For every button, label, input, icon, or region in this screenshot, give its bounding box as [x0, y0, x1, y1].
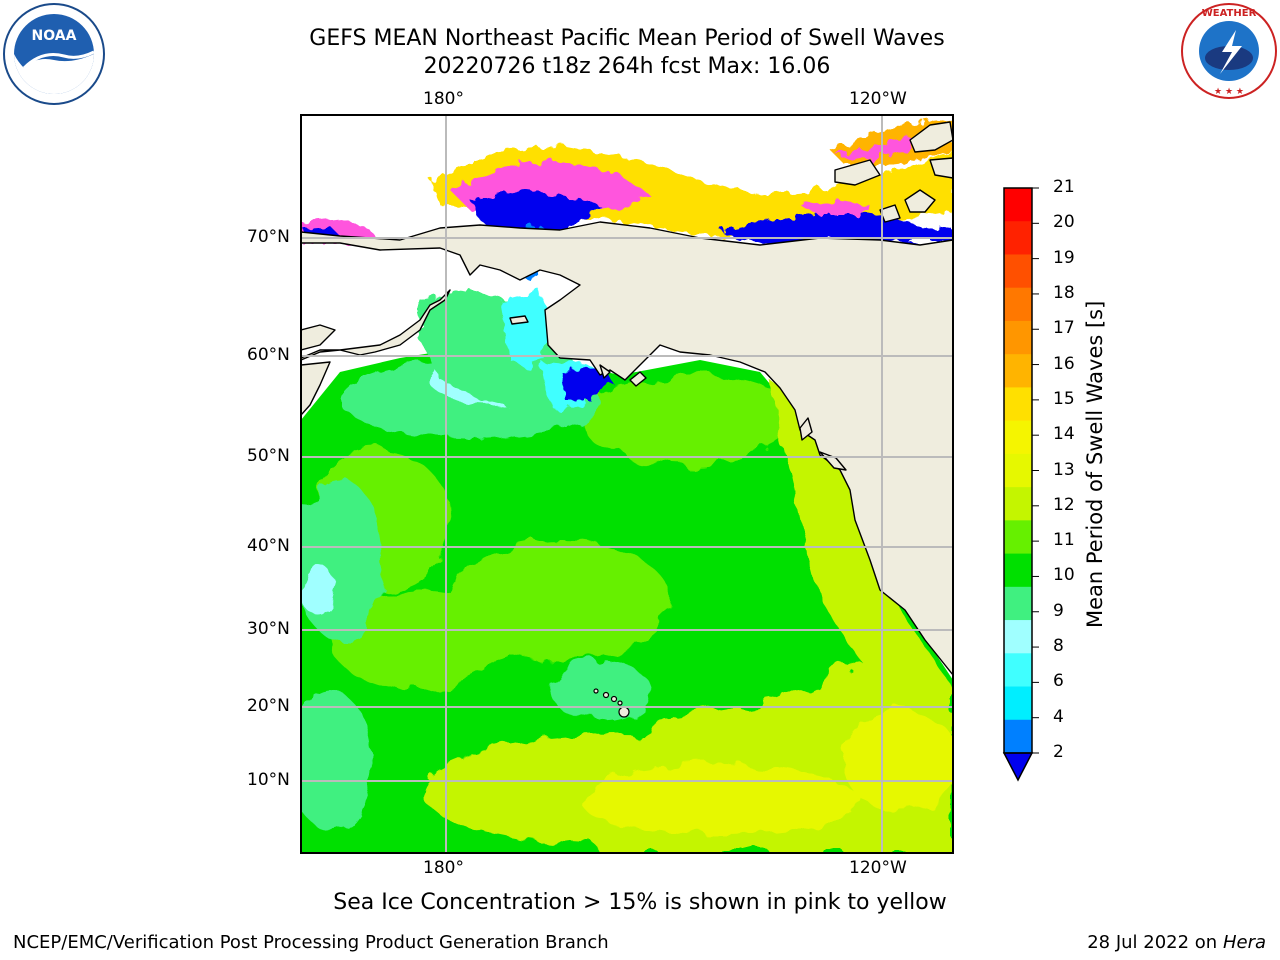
colorbar-segment: [1004, 553, 1032, 588]
colorbar-tick-label: 19: [1053, 247, 1075, 268]
colorbar-segment: [1004, 254, 1032, 289]
lat-label-40n: 40°N: [247, 536, 290, 556]
map-frame: [300, 114, 954, 854]
colorbar-tick-label: 11: [1053, 530, 1075, 551]
colorbar-tick-label: 9: [1053, 600, 1064, 621]
colorbar-segment: [1004, 520, 1032, 555]
lat-label-20n: 20°N: [247, 696, 290, 716]
swell-field: [301, 290, 953, 853]
land: [301, 121, 953, 676]
chart-subtitle: 20220726 t18z 264h fcst Max: 16.06: [423, 54, 831, 79]
colorbar-tick-label: 15: [1053, 388, 1075, 409]
sea-ice-caption: Sea Ice Concentration > 15% is shown in …: [333, 890, 947, 915]
colorbar-tick-label: 21: [1053, 177, 1075, 197]
colorbar-tick-label: 4: [1053, 706, 1064, 727]
colorbar-tick-label: 13: [1053, 459, 1075, 480]
colorbar-segment: [1004, 420, 1032, 455]
colorbar-under-triangle: [1002, 752, 1034, 782]
colorbar-tick-label: 18: [1053, 282, 1075, 303]
footer-date: 28 Jul 2022 on Hera: [1087, 932, 1266, 953]
colorbar-tick-label: 16: [1053, 353, 1075, 374]
colorbar-tick-label: 8: [1053, 636, 1064, 657]
lon-label-top-180: 180°: [423, 89, 464, 109]
colorbar-tick-label: 17: [1053, 318, 1075, 339]
colorbar-segment: [1004, 586, 1032, 621]
colorbar-tick-label: 14: [1053, 424, 1075, 445]
footer-host: Hera: [1222, 932, 1266, 953]
svg-text:WEATHER: WEATHER: [1202, 8, 1257, 19]
footer-branch: NCEP/EMC/Verification Post Processing Pr…: [13, 932, 609, 953]
colorbar-segment: [1004, 487, 1032, 521]
colorbar-segment: [1004, 287, 1032, 322]
colorbar-segment: [1004, 387, 1032, 422]
lat-label-70n: 70°N: [247, 227, 290, 247]
colorbar: [1002, 187, 1039, 782]
lat-label-50n: 50°N: [247, 446, 290, 466]
colorbar-tick-label: 10: [1053, 565, 1075, 586]
svg-text:★ ★ ★: ★ ★ ★: [1214, 87, 1244, 97]
colorbar-segment: [1004, 453, 1032, 488]
colorbar-tick-label: 2: [1053, 742, 1064, 762]
colorbar-segment: [1004, 620, 1032, 654]
colorbar-segment: [1004, 719, 1032, 754]
lon-label-bottom-120w: 120°W: [849, 858, 907, 878]
lat-label-10n: 10°N: [247, 770, 290, 790]
colorbar-tick-label: 20: [1053, 212, 1075, 233]
colorbar-segment: [1004, 188, 1032, 222]
colorbar-segment: [1004, 221, 1032, 255]
noaa-logo-text: NOAA: [32, 28, 77, 44]
lat-label-60n: 60°N: [247, 345, 290, 365]
colorbar-segment: [1004, 686, 1032, 721]
colorbar-tick-label: 12: [1053, 494, 1075, 515]
colorbar-segment: [1004, 354, 1032, 388]
chart-title: GEFS MEAN Northeast Pacific Mean Period …: [309, 26, 945, 51]
nws-logo: WEATHER ★ ★ ★: [1181, 3, 1277, 99]
lat-label-30n: 30°N: [247, 619, 290, 639]
colorbar-segment: [1004, 320, 1032, 355]
colorbar-segment: [1004, 653, 1032, 688]
footer-date-text: 28 Jul 2022 on: [1087, 932, 1218, 953]
lon-label-top-120w: 120°W: [849, 89, 907, 109]
gridlines: [301, 115, 953, 853]
noaa-logo: NOAA: [3, 3, 105, 105]
lon-label-bottom-180: 180°: [423, 858, 464, 878]
colorbar-tick-label: 6: [1053, 671, 1064, 692]
colorbar-title: Mean Period of Swell Waves [s]: [1083, 300, 1107, 628]
